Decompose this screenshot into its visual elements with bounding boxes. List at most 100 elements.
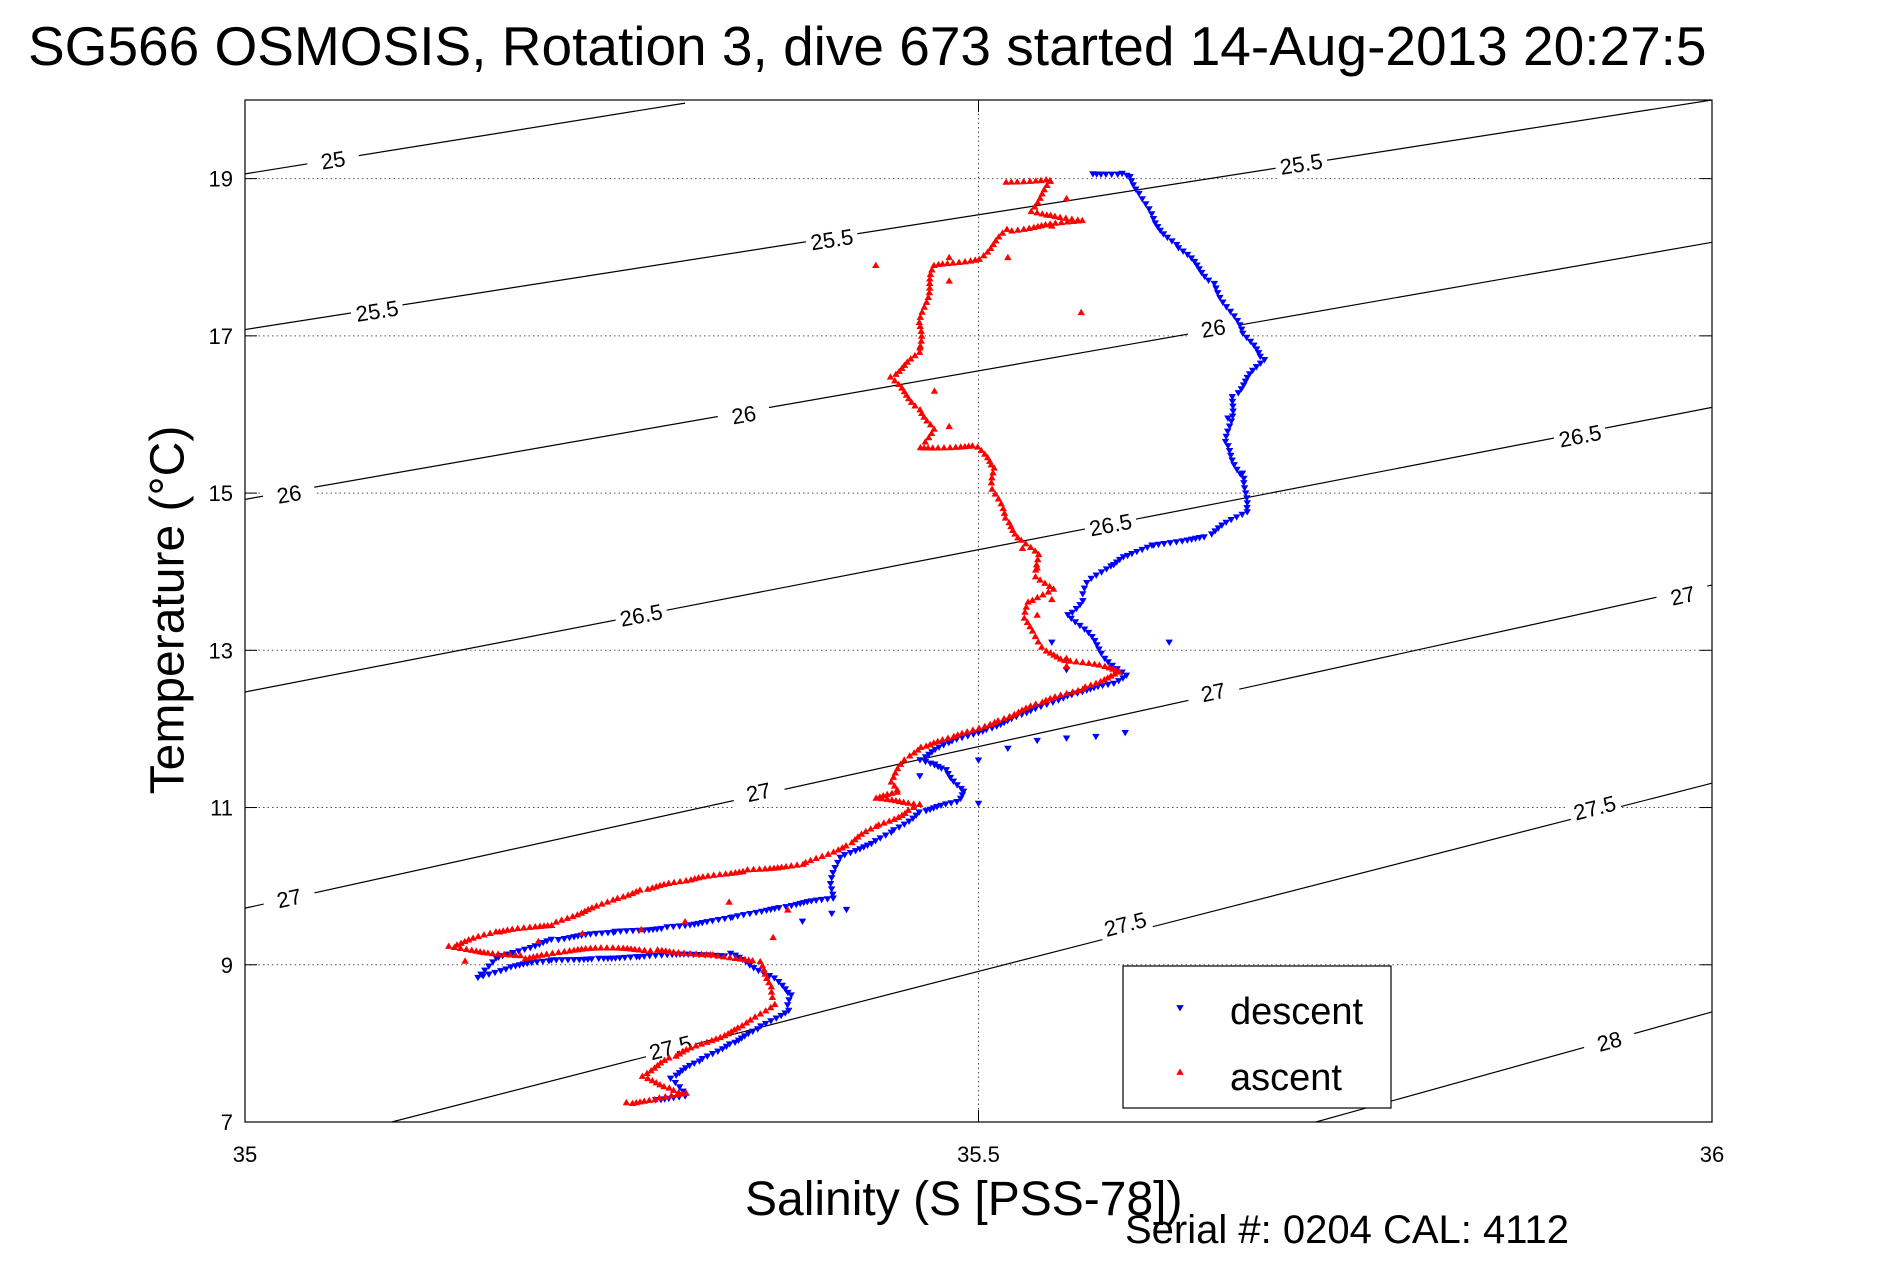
chart-title: SG566 OSMOSIS, Rotation 3, dive 673 star… xyxy=(28,15,1707,77)
ascent-point xyxy=(614,944,623,951)
descent-point xyxy=(969,731,978,738)
descent-point xyxy=(1084,629,1093,637)
contour-label-bg xyxy=(641,1027,700,1068)
ascent-point xyxy=(526,923,534,930)
ascent-point xyxy=(918,409,926,417)
isopycnal-line xyxy=(245,406,1712,693)
descent-point xyxy=(942,767,950,774)
ascent-point xyxy=(880,819,888,826)
descent-point xyxy=(1143,544,1152,552)
ascent-point xyxy=(991,490,999,497)
ascent-point xyxy=(997,500,1005,507)
descent-point xyxy=(1210,280,1219,288)
ascent-point xyxy=(934,260,943,268)
ascent-point xyxy=(969,726,977,733)
ascent-point xyxy=(619,893,627,900)
legend: descent ascent xyxy=(1122,965,1392,1109)
ascent-point xyxy=(938,260,947,267)
descent-point xyxy=(817,896,826,904)
descent-point xyxy=(626,954,635,961)
descent-point xyxy=(616,955,624,962)
descent-point xyxy=(1004,745,1012,753)
ascent-point xyxy=(1023,618,1032,626)
x-tick-label: 36 xyxy=(1700,1142,1724,1167)
descent-point xyxy=(958,792,967,799)
ascent-point xyxy=(652,883,660,890)
x-axis-label: Salinity (S [PSS-78]) xyxy=(745,1173,1183,1226)
descent-point xyxy=(1076,602,1084,609)
ascent-point xyxy=(675,1050,684,1057)
ascent-point xyxy=(895,797,904,805)
ascent-point xyxy=(1036,576,1044,583)
ascent-point xyxy=(946,443,954,451)
ascent-point xyxy=(720,1031,729,1039)
ascent-point xyxy=(916,344,924,351)
contour-label-bg xyxy=(305,141,361,178)
descent-point xyxy=(726,914,735,922)
ascent-point xyxy=(910,749,918,756)
ascent-point xyxy=(872,794,880,801)
contour-label-bg xyxy=(1565,787,1624,828)
descent-point xyxy=(1237,326,1246,333)
descent-point xyxy=(851,848,860,855)
descent-point xyxy=(1145,206,1153,213)
ascent-point xyxy=(1046,694,1054,702)
descent-point xyxy=(1132,186,1140,193)
ascent-point xyxy=(660,1056,669,1063)
ascent-point xyxy=(1036,194,1044,201)
y-tick-label: 15 xyxy=(209,481,233,506)
ascent-point xyxy=(480,948,488,956)
legend-label-descent: descent xyxy=(1230,991,1364,1033)
axis-ticks: 35 35.5 36 7 9 11 13 15 17 19 xyxy=(209,100,1724,1167)
descent-point xyxy=(1183,251,1192,259)
ascent-point xyxy=(628,1099,637,1107)
descent-point xyxy=(1240,485,1249,492)
descent-point xyxy=(604,930,612,937)
ascent-point xyxy=(766,864,774,872)
descent-point xyxy=(1229,408,1237,415)
ascent-point xyxy=(456,944,465,951)
ascent-point xyxy=(1033,611,1041,618)
ascent-point xyxy=(983,248,992,255)
ascent-point xyxy=(838,844,847,851)
descent-point xyxy=(1151,220,1160,227)
descent-point xyxy=(1172,241,1181,249)
descent-point xyxy=(1126,174,1134,181)
ascent-point xyxy=(1022,540,1030,547)
ascent-point xyxy=(1037,643,1046,650)
ascent-point xyxy=(650,1064,659,1071)
descent-point xyxy=(1239,382,1248,389)
ascent-point xyxy=(640,946,649,953)
descent-point xyxy=(833,859,842,867)
descent-point xyxy=(787,992,795,999)
ascent-point xyxy=(925,288,934,296)
ascent-point xyxy=(665,1054,673,1061)
descent-point xyxy=(514,948,523,955)
ascent-point xyxy=(928,266,936,273)
ascent-point xyxy=(926,740,934,748)
ascent-point xyxy=(751,1013,759,1020)
descent-point xyxy=(953,799,961,806)
ascent-point xyxy=(557,916,566,923)
ascent-point xyxy=(904,799,912,806)
contour-label-bg xyxy=(1096,903,1154,944)
ascent-point xyxy=(854,833,862,840)
ascent-point xyxy=(955,258,963,266)
ascent-point xyxy=(766,1003,775,1011)
ascent-point xyxy=(945,422,953,430)
ascent-point xyxy=(469,934,477,941)
descent-point xyxy=(651,952,660,960)
ascent-point xyxy=(1026,543,1035,550)
descent-point xyxy=(829,891,837,898)
legend-box xyxy=(1122,965,1392,1109)
descent-point xyxy=(1256,353,1264,361)
ascent-point xyxy=(511,951,520,958)
ascent-point xyxy=(971,256,979,263)
descent-point xyxy=(1037,703,1045,711)
ascent-point xyxy=(878,794,886,802)
descent-point xyxy=(1211,528,1219,535)
ascent-point xyxy=(1062,194,1071,202)
ascent-point xyxy=(563,914,572,921)
descent-point xyxy=(829,870,837,877)
ascent-point xyxy=(721,870,730,877)
